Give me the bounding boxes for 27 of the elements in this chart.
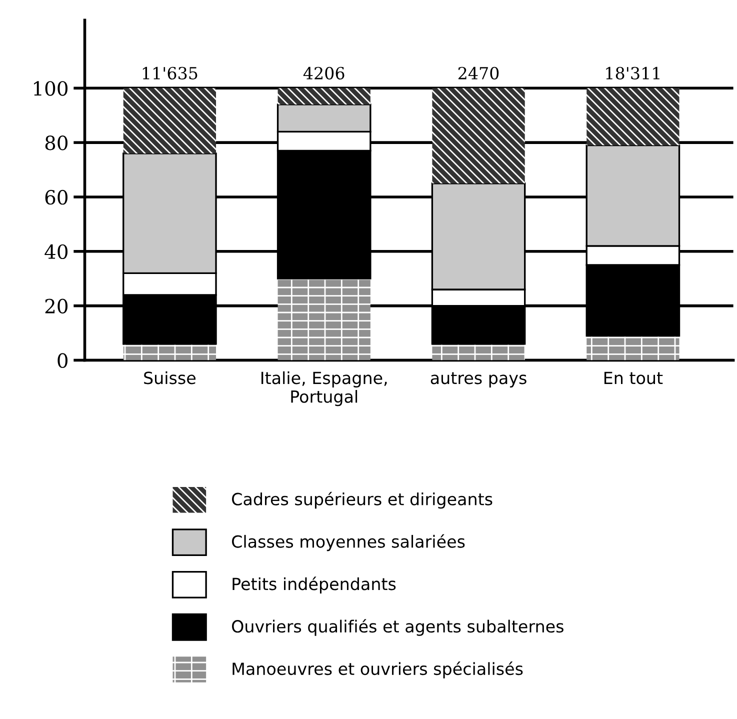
y-tick-label: 20 (45, 298, 68, 314)
bar (586, 336, 680, 360)
bar (432, 344, 525, 360)
x-tick-label: En tout (604, 372, 663, 384)
bar (278, 88, 370, 104)
bar (278, 278, 370, 360)
bar (432, 88, 525, 184)
y-tick-label: 40 (44, 244, 68, 260)
legend-label: Classes moyennes salariées (232, 534, 465, 552)
legend-label: Manoeuvres et ouvriers spécialisés (232, 662, 523, 678)
legend-label: Petits indépendants (232, 576, 396, 594)
y-tick-label: 100 (34, 81, 68, 96)
annotation: 4206 (303, 66, 344, 80)
annotation: 11'635 (142, 66, 198, 80)
bar (123, 88, 216, 154)
bar (586, 88, 680, 146)
annotation: 18'311 (606, 66, 660, 80)
bar (123, 344, 216, 360)
x-tick-label: autres pays (430, 372, 526, 388)
y-tick-label: 0 (58, 353, 68, 368)
legend-label: Ouvriers qualifiés et agents subalternes (232, 619, 564, 636)
y-tick-label: 60 (45, 190, 68, 205)
y-tick-label: 80 (45, 136, 68, 150)
legend-label: Cadres supérieurs et dirigeants (232, 492, 492, 509)
annotation: 2470 (458, 66, 499, 80)
x-tick-label: Suisse (144, 371, 196, 384)
x-tick-label: Italie, Espagne, Portugal (262, 371, 387, 406)
